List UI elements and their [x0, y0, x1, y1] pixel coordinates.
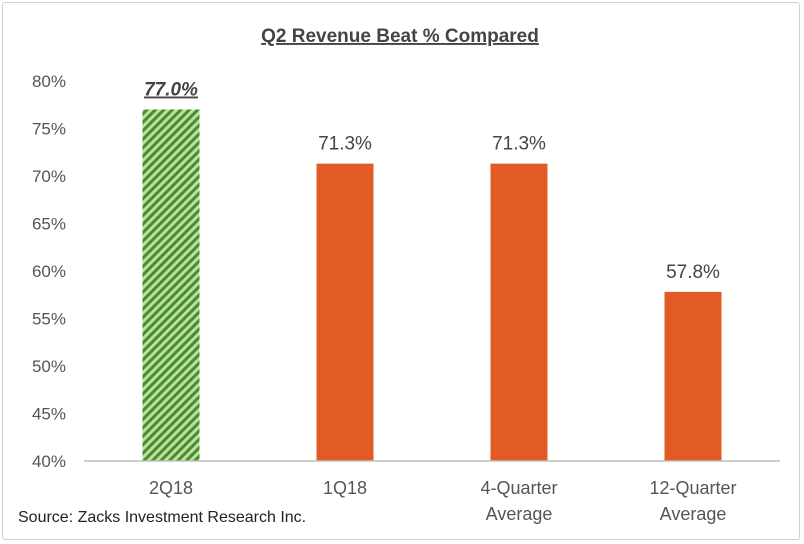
y-tick-label: 80% — [32, 72, 66, 91]
y-tick-label: 40% — [32, 452, 66, 471]
y-axis: 40% 45% 50% 55% 60% 65% 70% 75% 80% — [32, 72, 66, 471]
y-tick-label: 45% — [32, 405, 66, 424]
x-tick-label: Average — [486, 504, 553, 524]
bars: 77.0% 71.3% 71.3% 57.8% — [142, 80, 722, 461]
x-tick-label: 1Q18 — [323, 478, 367, 498]
chart-title: Q2 Revenue Beat % Compared — [261, 26, 539, 47]
source-note: Source: Zacks Investment Research Inc. — [18, 509, 306, 526]
y-tick-label: 75% — [32, 120, 66, 139]
y-tick-label: 60% — [32, 262, 66, 281]
y-tick-label: 65% — [32, 215, 66, 234]
bar-4-quarter-average — [490, 163, 548, 461]
data-label: 71.3% — [492, 134, 546, 155]
x-tick-label: 2Q18 — [149, 478, 193, 498]
bar-2q18 — [142, 109, 200, 461]
x-axis-labels: 2Q18 1Q18 4-Quarter Average 12-Quarter Averag… — [149, 478, 737, 524]
data-label: 77.0% — [144, 80, 198, 101]
x-tick-label: 12-Quarter — [649, 478, 736, 498]
y-tick-label: 50% — [32, 357, 66, 376]
x-tick-label: 4-Quarter — [480, 478, 557, 498]
data-label: 71.3% — [318, 134, 372, 155]
y-tick-label: 70% — [32, 167, 66, 186]
x-tick-label: Average — [660, 504, 727, 524]
bar-12-quarter-average — [664, 291, 722, 461]
bar-1q18 — [316, 163, 374, 461]
y-tick-label: 55% — [32, 310, 66, 329]
data-label: 57.8% — [666, 262, 720, 283]
